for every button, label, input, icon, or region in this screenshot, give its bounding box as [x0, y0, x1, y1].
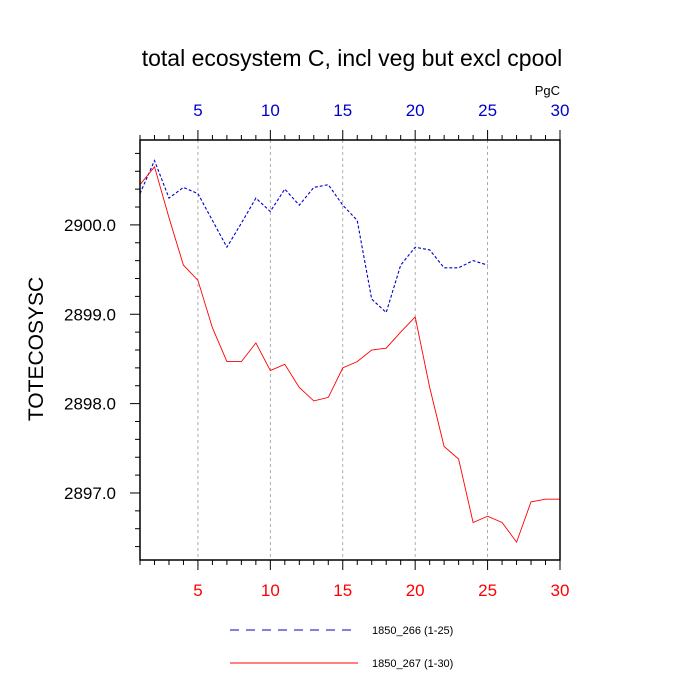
unit-label: PgC: [535, 83, 560, 98]
x-tick-label-top-30: 30: [551, 101, 570, 120]
axis-ticks: 5 5 10 10 15 15 20 20 25 25 30 30 2897.0 2898.0 2899.0…: [64, 101, 569, 600]
y-tick-label-2898: 2898.0: [64, 395, 116, 414]
legend: 1850_266 (1-25) 1850_267 (1-30): [230, 625, 453, 670]
x-tick-label-bottom-25: 25: [478, 581, 497, 600]
x-tick-label-bottom-15: 15: [333, 581, 352, 600]
x-tick-label-bottom-5: 5: [193, 581, 202, 600]
grid-lines: [197, 140, 488, 560]
x-tick-label-bottom-30: 30: [551, 581, 570, 600]
series-layer: [139, 159, 560, 544]
y-tick-label-2900: 2900.0: [64, 216, 116, 235]
x-tick-label-bottom-20: 20: [406, 581, 425, 600]
chart-title: total ecosystem C, incl veg but excl cpo…: [142, 45, 563, 71]
x-tick-label-top-10: 10: [261, 101, 280, 120]
series-line-1: [139, 159, 488, 314]
x-tick-label-bottom-10: 10: [261, 581, 280, 600]
legend-label-2: 1850_267 (1-30): [372, 658, 453, 670]
y-axis-label: TOTECOSYSC: [25, 277, 48, 421]
y-tick-label-2899: 2899.0: [64, 305, 116, 324]
series-line-2: [139, 165, 560, 544]
legend-label-1: 1850_266 (1-25): [372, 625, 453, 637]
x-tick-label-top-20: 20: [406, 101, 425, 120]
x-tick-label-top-5: 5: [193, 101, 202, 120]
y-tick-label-2897: 2897.0: [64, 484, 116, 503]
x-tick-label-top-25: 25: [478, 101, 497, 120]
x-tick-label-top-15: 15: [333, 101, 352, 120]
